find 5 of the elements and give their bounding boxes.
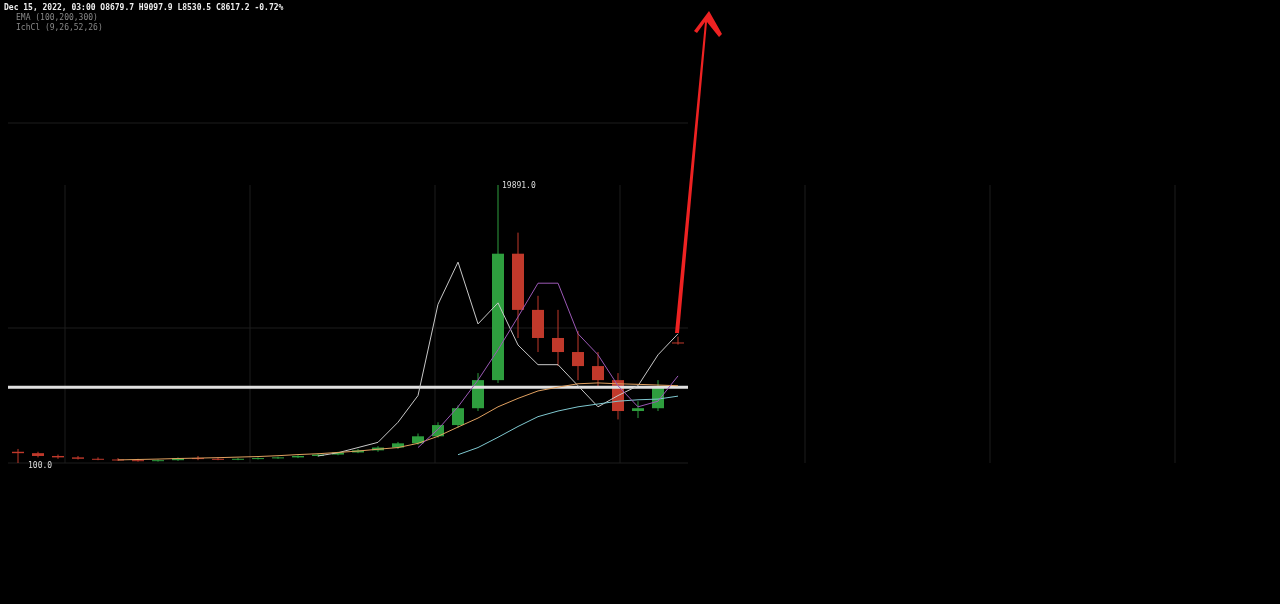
annotation: 100.0	[28, 461, 53, 470]
text: Dec 15, 2022, 03:00 O8679.7 H9097.9 L8530.5 C8617.2 -0.72%	[4, 3, 284, 13]
text: IchCl (9,26,52,26)	[16, 23, 104, 33]
annotation: 19891.0	[502, 181, 536, 190]
text: EMA (100,200,300)	[16, 13, 99, 23]
